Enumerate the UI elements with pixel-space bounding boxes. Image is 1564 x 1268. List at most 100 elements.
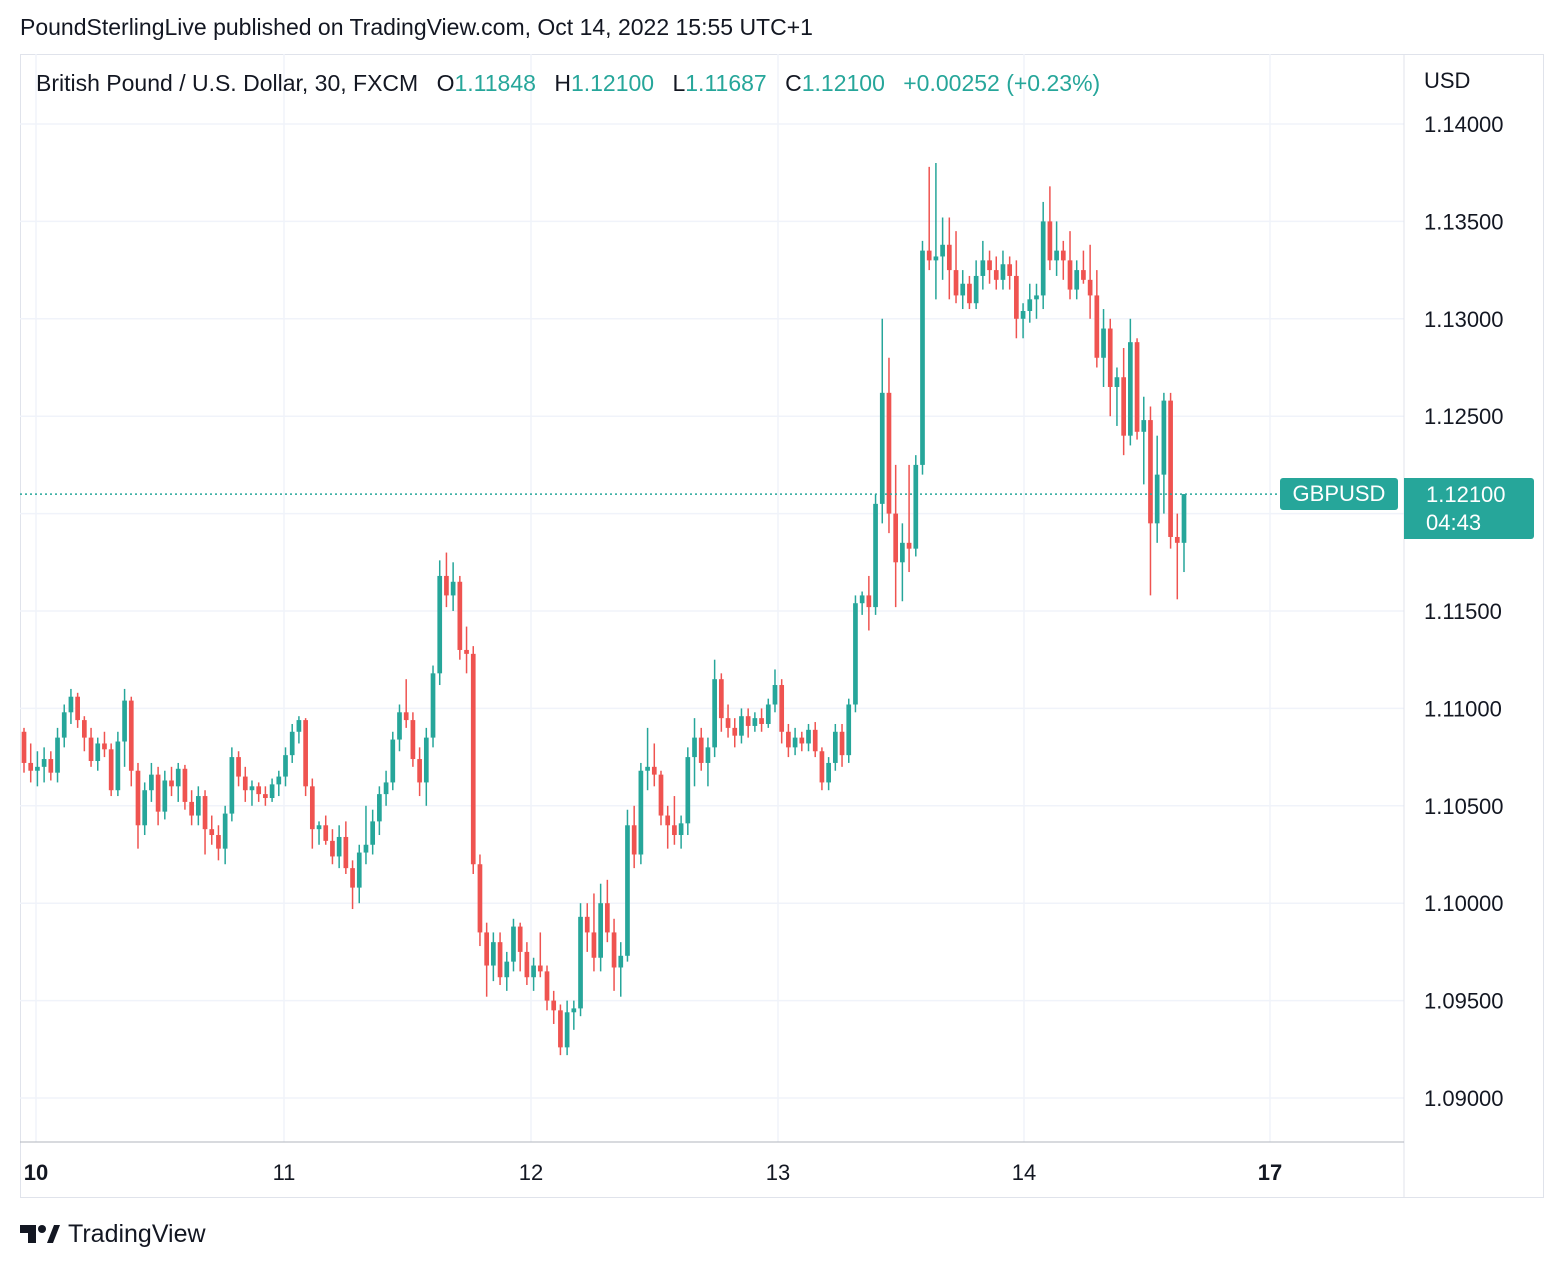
candle-body: [1141, 420, 1147, 432]
candle: [229, 747, 235, 822]
candle: [1087, 244, 1093, 319]
candle-body: [960, 283, 966, 296]
candle: [370, 809, 376, 855]
candle: [638, 762, 644, 865]
candle-body: [625, 825, 630, 956]
candle-body: [544, 971, 550, 1001]
candle-body: [283, 755, 288, 777]
price-tick-label: 1.11500: [1424, 599, 1502, 624]
tradingview-brand[interactable]: TradingView: [68, 1219, 206, 1248]
candle: [256, 782, 262, 802]
last-price-value: 1.12100: [1426, 482, 1506, 507]
candle: [175, 762, 181, 802]
date-tick-label: 11: [273, 1160, 296, 1185]
candle: [618, 942, 624, 997]
candle: [289, 723, 295, 763]
candle: [484, 922, 490, 997]
candle-body: [920, 250, 925, 465]
legend-symbol: British Pound / U.S. Dollar, 30, FXCM: [36, 70, 419, 96]
candle: [658, 770, 664, 826]
candle: [718, 673, 724, 732]
candle-body: [1154, 474, 1160, 524]
candle-body: [28, 762, 34, 771]
candle-body: [678, 823, 684, 836]
candle: [410, 712, 416, 767]
candle: [457, 575, 463, 660]
candle: [732, 718, 738, 748]
candle-body: [900, 542, 905, 563]
legend-high-label: H: [554, 70, 571, 96]
candle: [712, 659, 717, 758]
candle: [276, 770, 282, 797]
candle: [779, 679, 785, 744]
candle-body: [537, 965, 543, 972]
candle: [55, 727, 60, 783]
candle: [383, 770, 389, 806]
candle: [209, 815, 215, 845]
candle: [752, 712, 758, 732]
candle: [745, 708, 751, 738]
candle-body: [792, 737, 798, 748]
candle: [725, 704, 731, 738]
candle-body: [68, 696, 74, 713]
candle: [953, 231, 959, 304]
candle-body: [712, 679, 717, 748]
candle-body: [149, 774, 154, 791]
candle: [1141, 396, 1147, 485]
candle: [1034, 283, 1039, 319]
candle: [853, 595, 858, 713]
candle: [236, 751, 241, 787]
candle: [169, 766, 174, 797]
candle: [128, 696, 134, 787]
date-tick-label: 17: [1258, 1160, 1282, 1185]
candle-body: [330, 840, 335, 857]
candle: [973, 260, 979, 310]
candle: [705, 737, 711, 787]
candle: [316, 821, 322, 845]
candle: [1154, 435, 1160, 543]
candle-body: [1161, 400, 1167, 475]
candle-body: [1181, 494, 1187, 543]
candle: [464, 626, 469, 674]
legend-high-value: 1.12100: [570, 70, 655, 96]
candle: [564, 1000, 570, 1056]
candle: [263, 786, 268, 806]
candle: [1181, 494, 1187, 573]
candle: [491, 932, 496, 982]
candle: [108, 743, 114, 797]
candle-body: [524, 951, 530, 978]
candle-body: [135, 770, 141, 826]
candle: [202, 790, 208, 855]
candle-body: [309, 786, 315, 830]
candle: [216, 825, 221, 861]
candle: [940, 217, 945, 280]
candle: [330, 829, 335, 865]
candle-body: [370, 821, 376, 845]
candle: [430, 665, 436, 748]
legend-low-value: 1.11687: [685, 70, 767, 96]
legend-low-label: L: [672, 70, 686, 96]
legend-open-label: O: [436, 70, 455, 96]
candle-body: [162, 780, 168, 812]
candle-body: [1128, 342, 1133, 436]
candle: [591, 893, 597, 972]
candle: [792, 727, 798, 756]
candle: [692, 718, 697, 787]
candle-body: [1087, 279, 1093, 296]
candle-body: [551, 1000, 557, 1011]
candle-body: [913, 464, 919, 549]
candle-body: [611, 932, 617, 968]
candle: [162, 770, 168, 820]
candle: [323, 815, 329, 845]
candle-body: [672, 825, 677, 836]
price-tick-label: 1.09000: [1424, 1086, 1504, 1111]
price-tick-label: 1.12500: [1424, 404, 1504, 429]
candle-body: [195, 796, 201, 816]
chart-frame: [20, 54, 1544, 1198]
candle: [296, 716, 302, 744]
candle: [678, 815, 684, 849]
candle-body: [242, 776, 248, 791]
candle-body: [651, 766, 657, 775]
candle-body: [128, 700, 134, 771]
